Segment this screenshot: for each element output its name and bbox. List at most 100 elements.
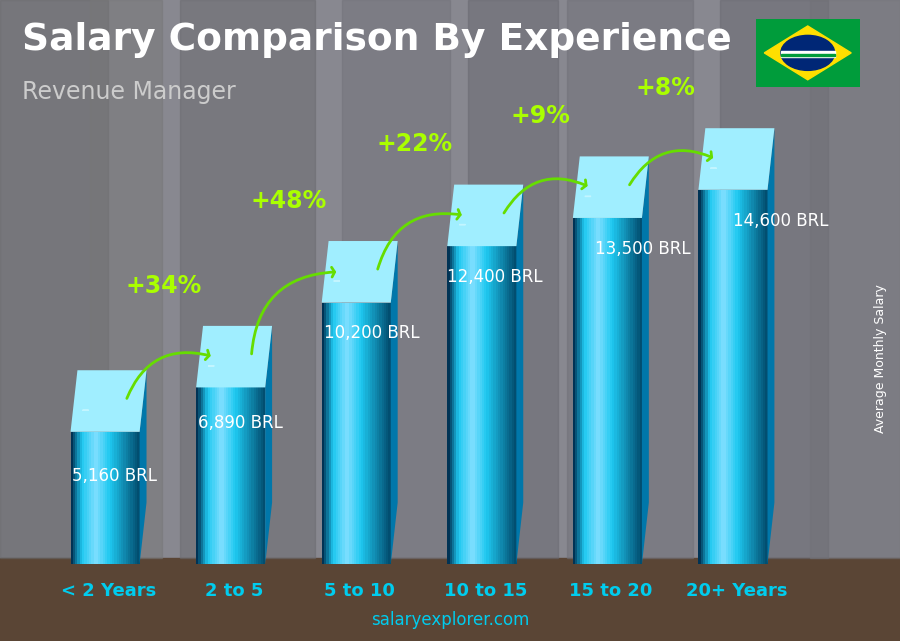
Bar	[196, 387, 199, 564]
Bar	[502, 246, 505, 564]
Bar	[744, 190, 747, 564]
Bar	[135, 432, 138, 564]
Bar	[701, 190, 703, 564]
Bar	[105, 432, 108, 564]
Bar	[728, 190, 731, 564]
Bar	[354, 303, 356, 564]
Bar	[472, 246, 475, 564]
Bar	[703, 190, 706, 564]
Bar	[130, 432, 133, 564]
Bar	[710, 190, 713, 564]
Bar	[230, 387, 233, 564]
Bar	[86, 432, 89, 564]
Bar	[217, 387, 220, 564]
Bar	[493, 246, 496, 564]
Text: +8%: +8%	[635, 76, 696, 100]
Bar	[242, 387, 245, 564]
Bar	[226, 387, 229, 564]
Polygon shape	[642, 156, 649, 564]
Bar	[615, 218, 616, 564]
Bar	[345, 303, 347, 564]
Bar	[720, 0, 828, 558]
Bar	[484, 246, 487, 564]
Polygon shape	[266, 326, 272, 564]
Bar	[717, 190, 719, 564]
Bar	[616, 218, 619, 564]
Bar	[781, 54, 834, 56]
Bar	[251, 387, 254, 564]
Bar	[70, 432, 73, 564]
Bar	[384, 303, 386, 564]
Bar	[612, 218, 615, 564]
Bar	[82, 432, 85, 564]
Bar	[468, 0, 558, 558]
Bar	[719, 190, 722, 564]
Bar	[740, 190, 742, 564]
Bar	[763, 190, 766, 564]
Bar	[742, 190, 744, 564]
Bar	[735, 190, 738, 564]
Bar	[101, 432, 103, 564]
Bar	[753, 190, 756, 564]
Text: 12,400 BRL: 12,400 BRL	[446, 268, 543, 286]
Bar	[363, 303, 365, 564]
Bar	[514, 246, 517, 564]
Bar	[221, 387, 224, 564]
Bar	[73, 432, 76, 564]
Bar	[180, 0, 315, 558]
Text: 5 to 10: 5 to 10	[324, 581, 395, 599]
Bar	[810, 0, 900, 558]
Bar	[94, 432, 96, 564]
Text: 2 to 5: 2 to 5	[205, 581, 264, 599]
Bar	[132, 432, 135, 564]
Bar	[212, 387, 215, 564]
Bar	[628, 218, 631, 564]
Bar	[619, 218, 622, 564]
Bar	[760, 190, 763, 564]
Bar	[219, 387, 221, 564]
Bar	[327, 303, 328, 564]
Bar	[464, 246, 466, 564]
Bar	[465, 246, 468, 564]
Bar	[450, 246, 452, 564]
Bar	[747, 190, 750, 564]
Bar	[589, 218, 591, 564]
Text: Salary Comparison By Experience: Salary Comparison By Experience	[22, 22, 733, 58]
Bar	[752, 190, 754, 564]
Bar	[626, 218, 628, 564]
Bar	[608, 218, 610, 564]
Bar	[201, 387, 203, 564]
Polygon shape	[764, 26, 851, 79]
Bar	[630, 218, 633, 564]
Bar	[594, 218, 596, 564]
Bar	[573, 218, 575, 564]
Bar	[640, 218, 643, 564]
Bar	[765, 190, 768, 564]
Bar	[356, 303, 359, 564]
Bar	[621, 218, 624, 564]
Bar	[781, 51, 834, 56]
Bar	[733, 190, 735, 564]
Bar	[331, 303, 334, 564]
Text: +22%: +22%	[376, 132, 453, 156]
Bar	[724, 190, 726, 564]
Bar	[96, 432, 98, 564]
Bar	[500, 246, 503, 564]
Bar	[90, 0, 162, 558]
Text: Revenue Manager: Revenue Manager	[22, 80, 236, 104]
Bar	[726, 190, 729, 564]
Bar	[342, 0, 450, 558]
Bar	[486, 246, 489, 564]
Bar	[0, 0, 108, 558]
Text: +9%: +9%	[510, 104, 570, 128]
Bar	[198, 387, 201, 564]
Bar	[507, 246, 509, 564]
Text: 15 to 20: 15 to 20	[569, 581, 652, 599]
Bar	[389, 303, 391, 564]
Bar	[482, 246, 484, 564]
Bar	[333, 303, 336, 564]
Bar	[338, 303, 340, 564]
Bar	[447, 246, 450, 564]
Bar	[128, 432, 130, 564]
Bar	[498, 246, 500, 564]
